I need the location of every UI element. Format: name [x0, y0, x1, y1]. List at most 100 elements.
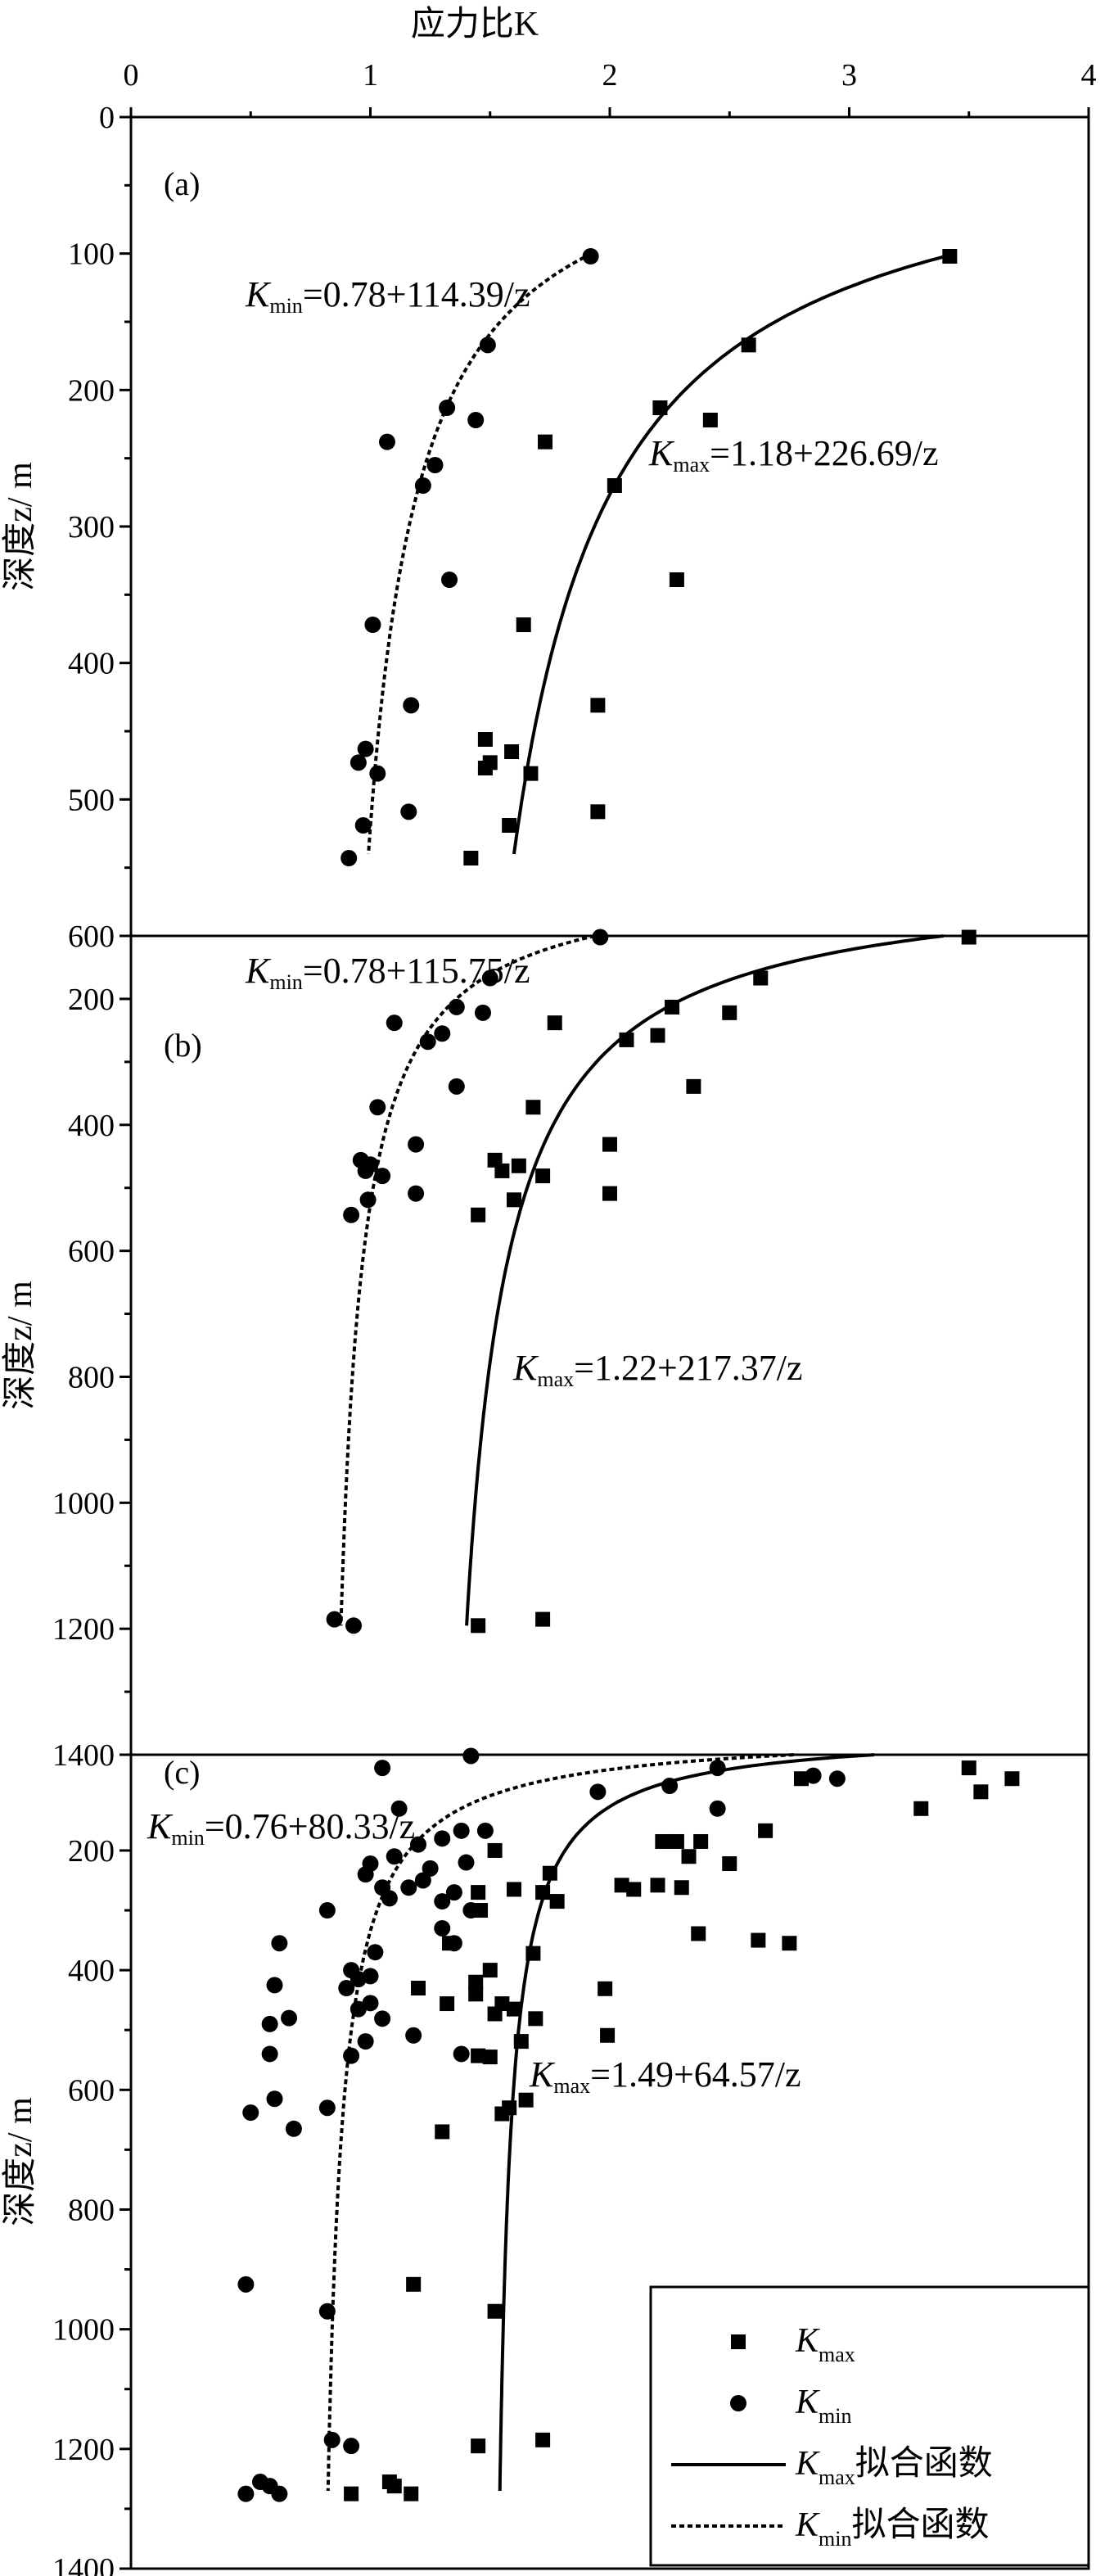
kmax-point	[722, 1856, 737, 1872]
legend-label: Kmax	[795, 2322, 855, 2366]
kmin-point	[266, 1977, 283, 1994]
kmax-point	[502, 818, 517, 833]
legend-suffix: 拟合函数	[851, 2506, 989, 2544]
kmax-point	[535, 1168, 551, 1184]
kmin-point	[445, 1935, 462, 1952]
kmax-point	[507, 2001, 521, 2017]
y-axis-title: 深度z/ m	[2, 1281, 39, 1410]
kmin-point	[453, 1822, 470, 1839]
kmin-point	[448, 998, 465, 1015]
kmin-point	[589, 1783, 607, 1801]
y-tick-label: 1400	[52, 2552, 115, 2576]
kmax-point	[600, 2027, 616, 2043]
kmin-point	[362, 1968, 379, 1985]
kmin-equation: Kmin=0.78+115.75/z	[245, 951, 530, 994]
kmax-point	[722, 1005, 737, 1020]
kmin-point	[434, 1830, 451, 1847]
kmax-point	[681, 1849, 697, 1864]
kmax-point	[538, 434, 553, 450]
kmax-point	[411, 1981, 426, 1996]
kmin-point	[709, 1760, 726, 1777]
kmax-point	[468, 1986, 484, 2002]
y-tick-label: 200	[68, 373, 115, 408]
eq-k: K	[245, 951, 272, 991]
y-tick-label: 400	[68, 647, 115, 681]
y-tick-label: 600	[68, 2073, 115, 2108]
y-tick-label: 1200	[52, 2433, 115, 2467]
kmax-equation: Kmax=1.18+226.69/z	[648, 433, 939, 477]
kmin-point	[369, 765, 386, 782]
kmin-point	[422, 1860, 439, 1877]
kmin-point	[357, 1162, 374, 1179]
legend-item: Kmax	[731, 2322, 855, 2366]
legend-box	[649, 2285, 1090, 2567]
kmin-point	[445, 1884, 462, 1901]
kmax-point	[665, 999, 680, 1015]
panel-label: (a)	[164, 165, 200, 202]
kmax-point	[782, 1936, 797, 1951]
eq-sub: max	[553, 2074, 590, 2098]
kmin-point	[271, 2485, 288, 2502]
kmin-point	[426, 457, 444, 473]
kmin-point	[374, 1168, 391, 1185]
kmin-point	[367, 1944, 384, 1961]
kmax-fit-curve	[512, 251, 957, 855]
eq-sub: min	[171, 1826, 204, 1850]
kmin-point	[410, 1836, 426, 1853]
kmax-point	[942, 249, 958, 264]
kmin-point	[281, 2009, 298, 2027]
kmin-point	[242, 2104, 259, 2122]
kmin-point	[374, 1760, 391, 1777]
kmax-point	[961, 1760, 976, 1776]
kmin-point	[441, 572, 458, 588]
eq-sub: min	[269, 970, 302, 994]
eq-rest: =1.18+226.69/z	[710, 433, 938, 473]
eq-sub: max	[673, 453, 710, 477]
panel-2: 200 400 600 800 1000 1200 1400 深度z/ m (b) Kmin=0.…	[2, 929, 1090, 1773]
y-tick-label: 100	[68, 237, 115, 272]
kmax-point	[602, 1186, 617, 1201]
kmax-point	[468, 1974, 484, 1990]
kmax-point	[487, 2006, 503, 2022]
kmax-point	[528, 2011, 543, 2027]
kmin-point	[237, 2485, 255, 2502]
kmax-point	[655, 1833, 670, 1849]
kmin-point	[386, 1015, 403, 1032]
kmin-point	[343, 2047, 360, 2064]
eq-k: K	[512, 1348, 539, 1388]
kmax-point	[535, 1885, 551, 1900]
kmin-point	[369, 1099, 386, 1116]
kmin-point	[474, 1004, 491, 1021]
kmin-fit-curve	[367, 251, 593, 855]
y-tick-label: 200	[68, 1834, 115, 1869]
kmax-point	[435, 2124, 450, 2140]
kmax-point	[477, 761, 493, 775]
legend-suffix: 拟合函数	[855, 2445, 993, 2483]
y-tick-label: 500	[68, 783, 115, 817]
kmax-point	[1004, 1771, 1020, 1787]
kmin-point	[458, 1854, 475, 1871]
kmin-point	[357, 1866, 374, 1883]
y-tick-label: 800	[68, 2193, 115, 2227]
kmax-point	[494, 2106, 510, 2122]
eq-sub: min	[269, 294, 302, 318]
kmin-point	[476, 1822, 494, 1839]
legend-label: Kmax拟合函数	[795, 2445, 993, 2489]
legend-square-marker	[731, 2334, 746, 2349]
legend-label: Kmin拟合函数	[795, 2506, 989, 2551]
kmin-point	[338, 1980, 355, 1997]
kmax-point	[669, 1833, 684, 1849]
kmax-point	[516, 617, 531, 632]
kmax-point	[686, 1078, 701, 1094]
kmax-point	[961, 929, 976, 945]
kmin-point	[318, 2303, 336, 2320]
kmin-point	[408, 1136, 425, 1153]
legend-item: Kmin拟合函数	[671, 2506, 989, 2551]
kmax-point	[504, 744, 520, 759]
x-tick-label: 4	[1081, 58, 1097, 93]
y-tick-label: 600	[68, 920, 115, 954]
kmin-point	[357, 740, 374, 757]
legend-item: Kmax拟合函数	[671, 2445, 993, 2489]
